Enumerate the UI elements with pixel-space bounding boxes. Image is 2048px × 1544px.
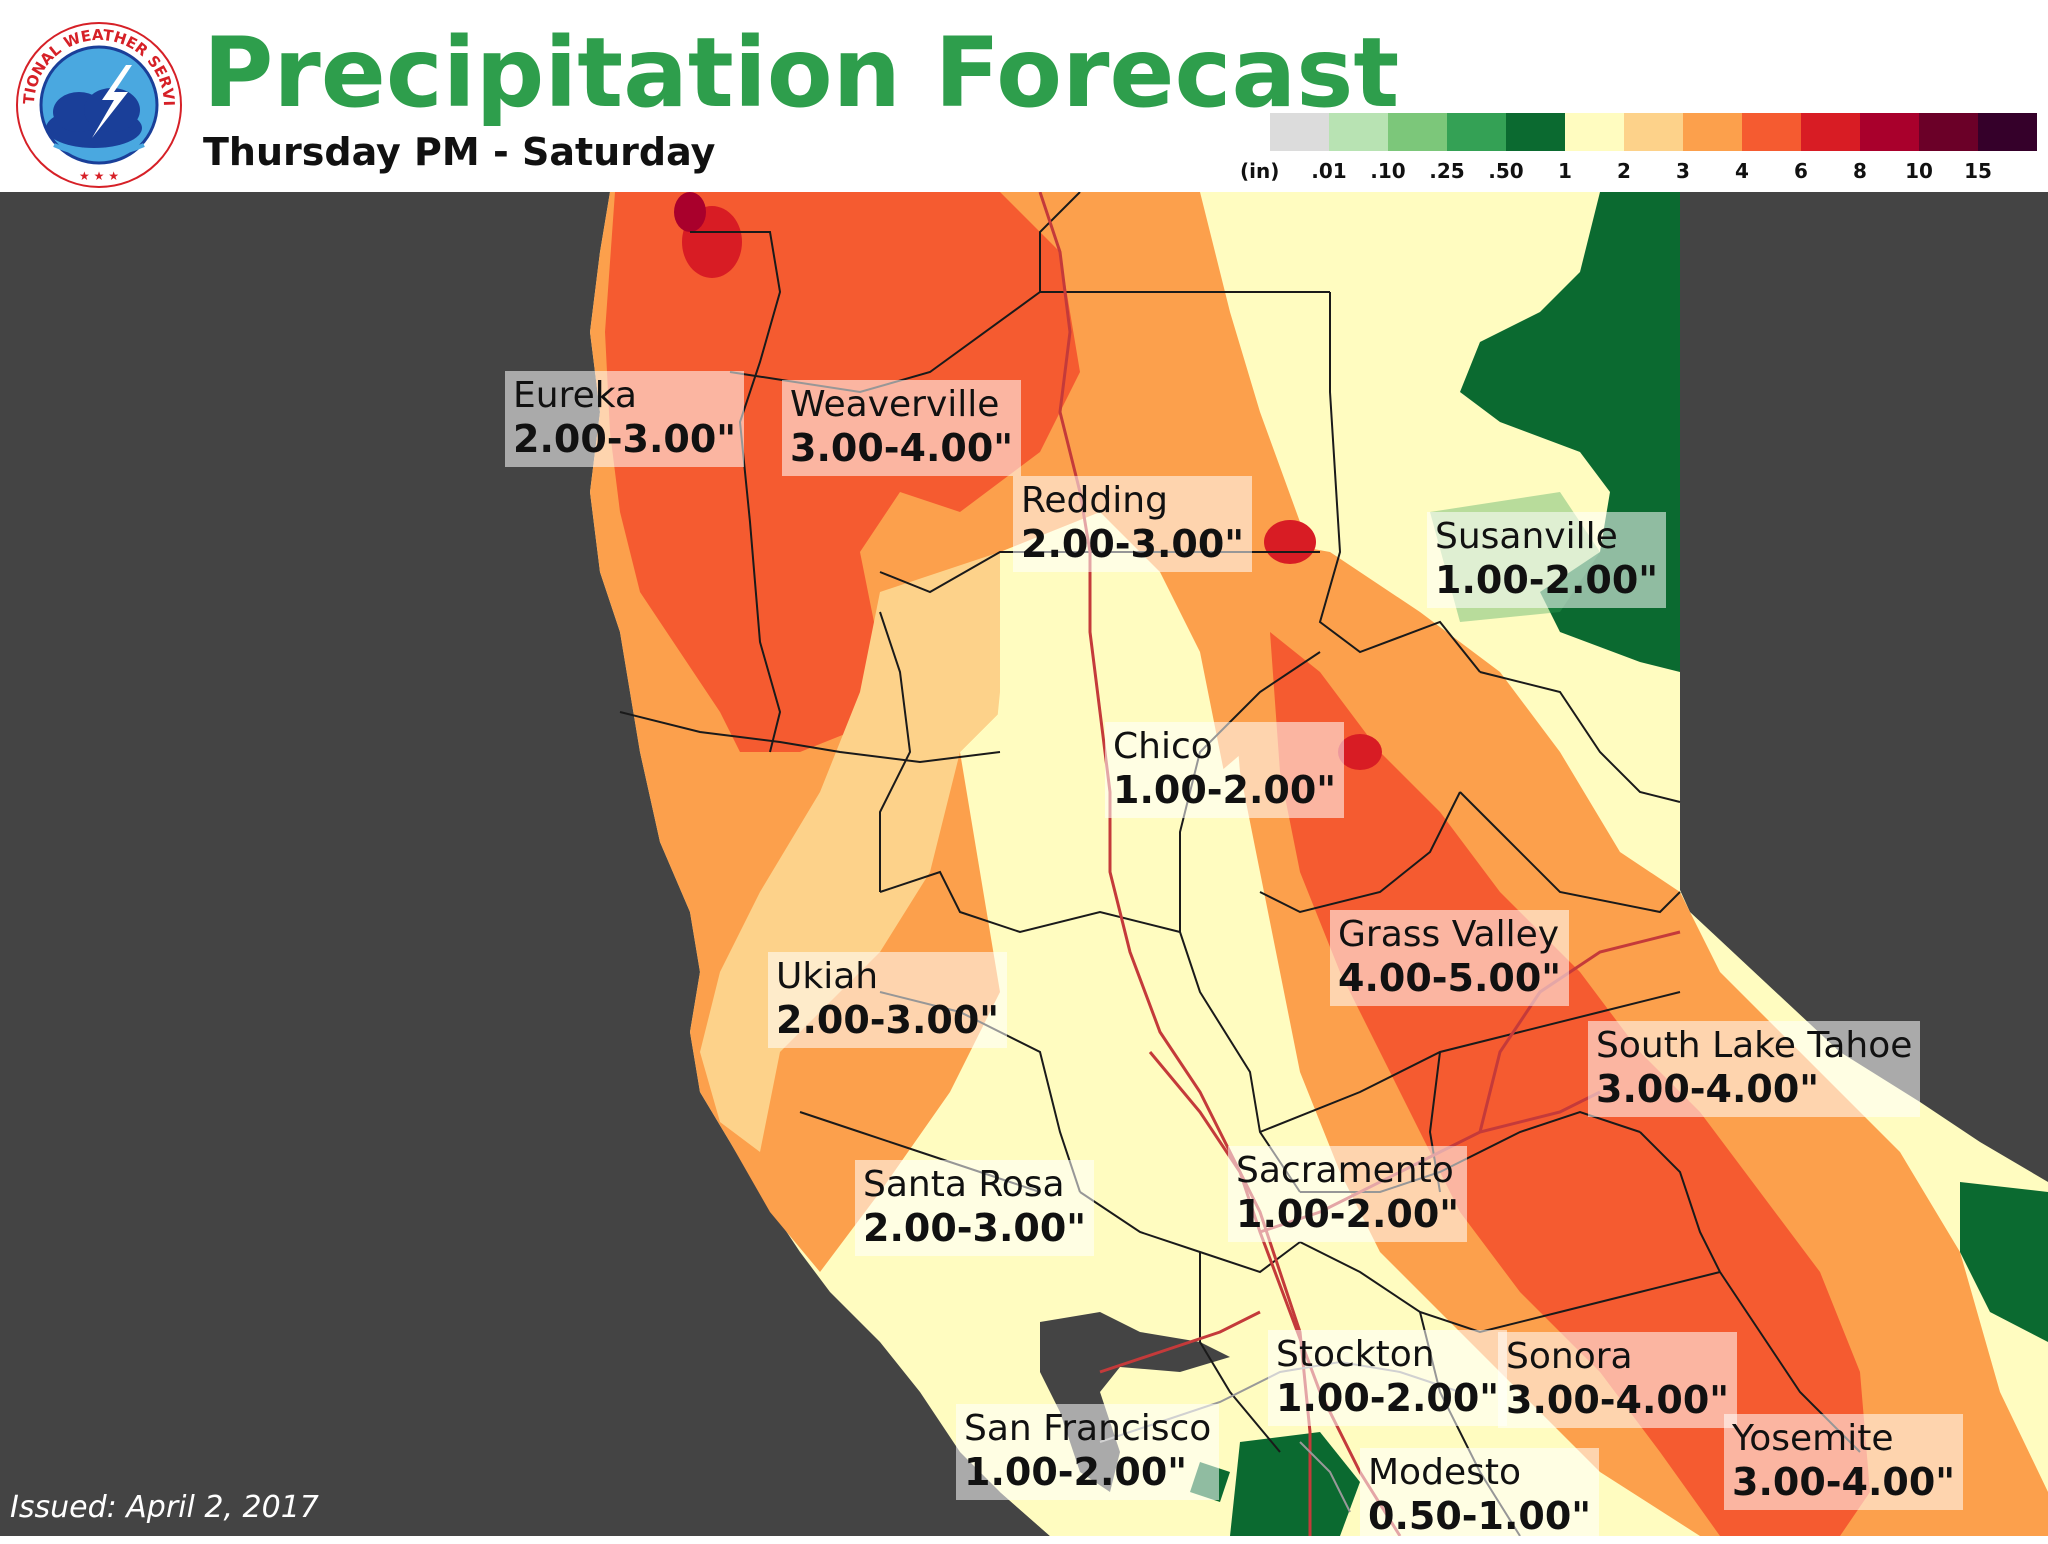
legend-swatch — [1506, 113, 1565, 151]
legend-label: .10 — [1370, 159, 1406, 183]
legend-label: 4 — [1735, 159, 1749, 183]
city-value: 2.00-3.00" — [1021, 522, 1245, 566]
legend-swatch — [1624, 113, 1683, 151]
legend-label: 10 — [1905, 159, 1933, 183]
city-label-sonora: Sonora 3.00-4.00" — [1498, 1332, 1738, 1428]
city-label-redding: Redding 2.00-3.00" — [1013, 476, 1253, 572]
city-name: Sonora — [1506, 1336, 1633, 1377]
city-label-santa-rosa: Santa Rosa 2.00-3.00" — [855, 1160, 1095, 1256]
central-valley — [980, 512, 1320, 1536]
city-label-sacramento: Sacramento 1.00-2.00" — [1228, 1146, 1468, 1242]
legend-label: 1 — [1558, 159, 1572, 183]
svg-text:★ ★ ★: ★ ★ ★ — [79, 169, 119, 183]
page-subtitle: Thursday PM - Saturday — [203, 130, 716, 174]
city-label-ukiah: Ukiah 2.00-3.00" — [768, 952, 1008, 1048]
city-name: Stockton — [1276, 1334, 1435, 1375]
city-value: 1.00-2.00" — [1113, 768, 1337, 812]
legend-swatch — [1388, 113, 1447, 151]
heavy-spot-4 — [674, 192, 706, 232]
precip-legend: (in) .01 .10 .25 .50 1 2 3 4 6 8 10 15 — [1240, 113, 2037, 193]
legend-label: .25 — [1429, 159, 1465, 183]
east-green-strip — [1960, 1182, 2048, 1342]
legend-swatch — [1447, 113, 1506, 151]
city-label-south-lake-tahoe: South Lake Tahoe 3.00-4.00" — [1588, 1021, 1921, 1117]
legend-label: 8 — [1853, 159, 1867, 183]
city-name: Susanville — [1435, 516, 1618, 557]
modesto-green — [1230, 1432, 1360, 1536]
city-label-eureka: Eureka 2.00-3.00" — [505, 371, 745, 467]
legend-label: 3 — [1676, 159, 1690, 183]
heavy-spot-2 — [1264, 520, 1316, 564]
legend-label: .50 — [1488, 159, 1524, 183]
page-title: Precipitation Forecast — [203, 17, 1400, 129]
city-name: Yosemite — [1732, 1418, 1894, 1459]
city-name: South Lake Tahoe — [1596, 1025, 1913, 1066]
legend-label: .01 — [1311, 159, 1347, 183]
legend-swatch — [1565, 113, 1624, 151]
city-label-chico: Chico 1.00-2.00" — [1105, 722, 1345, 818]
legend-unit: (in) — [1240, 159, 1280, 183]
city-label-stockton: Stockton 1.00-2.00" — [1268, 1330, 1508, 1426]
city-value: 2.00-3.00" — [863, 1206, 1087, 1250]
nws-logo: ★ ★ ★ NATIONAL WEATHER SERVICE — [14, 20, 182, 188]
city-name: Modesto — [1368, 1452, 1521, 1493]
city-value: 3.00-4.00" — [1732, 1460, 1956, 1504]
city-value: 2.00-3.00" — [513, 417, 737, 461]
city-label-grass-valley: Grass Valley 4.00-5.00" — [1330, 910, 1570, 1006]
legend-swatch — [1919, 113, 1978, 151]
legend-swatch — [1801, 113, 1860, 151]
legend-swatch — [1329, 113, 1388, 151]
legend-swatch — [1742, 113, 1801, 151]
forecast-map: Eureka 2.00-3.00" Weaverville 3.00-4.00"… — [0, 191, 2048, 1544]
legend-swatch — [1860, 113, 1919, 151]
map-canvas — [0, 191, 2048, 1537]
city-name: Santa Rosa — [863, 1164, 1065, 1205]
city-name: Eureka — [513, 375, 637, 416]
sierra-heavy — [1270, 632, 1870, 1536]
legend-swatch — [1978, 113, 2037, 151]
city-label-susanville: Susanville 1.00-2.00" — [1427, 512, 1667, 608]
city-label-modesto: Modesto 0.50-1.00" — [1360, 1448, 1600, 1544]
city-name: Redding — [1021, 480, 1168, 521]
city-value: 0.50-1.00" — [1368, 1494, 1592, 1538]
heavy-spot-1 — [1338, 734, 1382, 770]
city-label-yosemite: Yosemite 3.00-4.00" — [1724, 1414, 1964, 1510]
city-value: 3.00-4.00" — [1596, 1067, 1820, 1111]
city-name: Chico — [1113, 726, 1213, 767]
legend-label: 15 — [1964, 159, 1992, 183]
city-value: 1.00-2.00" — [1276, 1376, 1500, 1420]
legend-swatch — [1270, 113, 1329, 151]
city-name: Ukiah — [776, 956, 879, 997]
legend-label: 2 — [1617, 159, 1631, 183]
city-name: Weaverville — [790, 384, 1000, 425]
city-value: 4.00-5.00" — [1338, 956, 1562, 1000]
header: ★ ★ ★ NATIONAL WEATHER SERVICE Precipita… — [0, 0, 2048, 192]
issued-date: Issued: April 2, 2017 — [10, 1490, 319, 1525]
city-value: 1.00-2.00" — [1435, 558, 1659, 602]
city-name: Grass Valley — [1338, 914, 1560, 955]
city-value: 1.00-2.00" — [964, 1450, 1188, 1494]
city-label-san-francisco: San Francisco 1.00-2.00" — [956, 1404, 1220, 1500]
city-value: 3.00-4.00" — [790, 426, 1014, 470]
city-name: San Francisco — [964, 1408, 1212, 1449]
city-value: 3.00-4.00" — [1506, 1378, 1730, 1422]
city-label-weaverville: Weaverville 3.00-4.00" — [782, 380, 1022, 476]
city-value: 2.00-3.00" — [776, 998, 1000, 1042]
city-value: 1.00-2.00" — [1236, 1192, 1460, 1236]
city-name: Sacramento — [1236, 1150, 1454, 1191]
legend-swatch — [1683, 113, 1742, 151]
legend-label: 6 — [1794, 159, 1808, 183]
